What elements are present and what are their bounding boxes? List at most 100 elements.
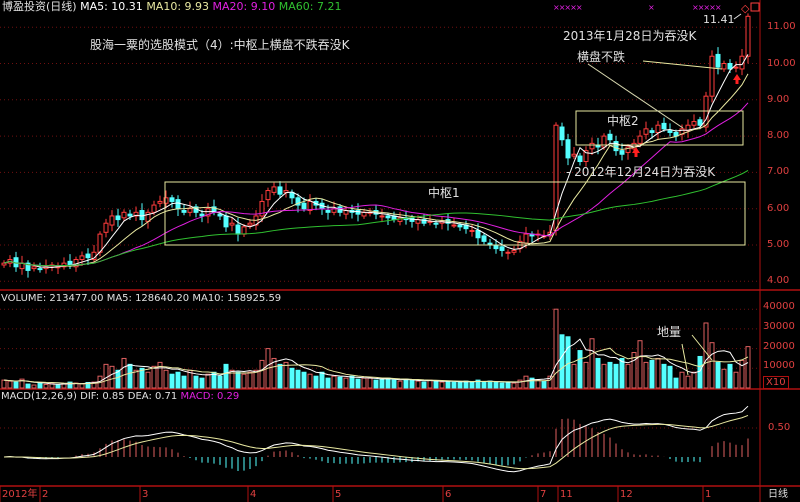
date-tick-label: 2012年 bbox=[2, 489, 38, 500]
volume-bars bbox=[1, 308, 751, 389]
candle bbox=[19, 255, 25, 275]
candle bbox=[229, 217, 235, 232]
volume-bar bbox=[373, 379, 379, 389]
candle bbox=[655, 120, 661, 140]
volume-bar bbox=[637, 340, 643, 389]
volume-bar bbox=[535, 379, 541, 389]
candle bbox=[385, 213, 391, 226]
volume-bar bbox=[247, 371, 253, 389]
volume-bar bbox=[283, 361, 289, 389]
candle bbox=[505, 249, 511, 260]
candle-body bbox=[37, 268, 43, 271]
volume-tick-label: 30000 bbox=[763, 320, 795, 332]
candle bbox=[715, 47, 721, 75]
candle-body bbox=[457, 224, 463, 228]
price-tick-label: 5.00 bbox=[767, 239, 790, 250]
volume-bar bbox=[433, 380, 439, 389]
volume-bar bbox=[499, 382, 505, 389]
candle bbox=[541, 230, 547, 239]
volume-bar bbox=[67, 381, 73, 389]
candle-body bbox=[421, 219, 427, 224]
candle-body bbox=[571, 153, 577, 157]
date-tick-label: 2 bbox=[42, 489, 49, 500]
volume-bar bbox=[253, 369, 259, 389]
candle bbox=[565, 133, 571, 166]
volume-bar bbox=[469, 381, 475, 389]
volume-bar bbox=[625, 363, 631, 389]
candle bbox=[589, 137, 595, 155]
candle-body bbox=[475, 229, 481, 239]
candle bbox=[691, 114, 697, 129]
candle-body bbox=[1, 262, 7, 266]
candle bbox=[391, 211, 397, 223]
candle-body bbox=[187, 208, 193, 213]
volume-bar bbox=[235, 371, 241, 389]
zhongshu1-label: 中枢1 bbox=[428, 186, 460, 200]
candle-body bbox=[139, 210, 145, 221]
candle-body bbox=[637, 135, 643, 144]
sideways-label: 横盘不跌 bbox=[577, 50, 626, 64]
price-tick-label: 9.00 bbox=[767, 93, 790, 105]
period-label[interactable]: 日线 bbox=[768, 489, 788, 500]
candle bbox=[265, 187, 271, 207]
volume-bar bbox=[745, 346, 751, 389]
candle-body bbox=[511, 249, 517, 253]
ma5-value: MA5: 10.31 bbox=[80, 0, 143, 13]
candle bbox=[301, 197, 307, 212]
volume-bar bbox=[649, 359, 655, 389]
volume-bar bbox=[559, 334, 565, 389]
candle-body bbox=[175, 199, 181, 210]
volume-bar bbox=[643, 361, 649, 389]
candle-body bbox=[577, 155, 583, 163]
candle bbox=[481, 233, 487, 245]
candle-body bbox=[307, 200, 313, 212]
candle-body bbox=[691, 121, 697, 126]
volume-bar bbox=[427, 379, 433, 389]
candle bbox=[259, 194, 265, 223]
candle bbox=[1, 260, 7, 268]
volume-bar bbox=[325, 377, 331, 389]
volume-bar bbox=[349, 375, 355, 389]
macd-dea: DEA: 0.71 bbox=[127, 391, 178, 402]
volume-bar bbox=[331, 375, 337, 389]
window-toggle-icon[interactable] bbox=[750, 2, 760, 12]
candle bbox=[379, 208, 385, 223]
ma10-value: MA10: 9.93 bbox=[146, 0, 210, 13]
candle bbox=[283, 183, 289, 198]
volume-bar bbox=[319, 371, 325, 389]
candle bbox=[205, 202, 211, 224]
candle-body bbox=[229, 222, 235, 226]
volume-bar bbox=[85, 381, 91, 389]
candle bbox=[157, 195, 163, 208]
candle-body bbox=[745, 15, 751, 57]
dif-line bbox=[3, 405, 749, 473]
candle-body bbox=[625, 146, 631, 153]
date-tick-label: 7 bbox=[540, 489, 547, 500]
diamond-icon[interactable]: ◇ bbox=[741, 2, 750, 15]
candle-body bbox=[523, 233, 529, 244]
price-tick-label: 8.00 bbox=[767, 130, 790, 142]
sideways-level-line bbox=[642, 60, 723, 70]
candle-body bbox=[433, 222, 439, 225]
volume-bar bbox=[541, 380, 547, 389]
date-tick-label: 12 bbox=[620, 489, 633, 500]
candle-body bbox=[199, 213, 205, 217]
candle bbox=[583, 146, 589, 167]
zhongshu1-box bbox=[164, 181, 746, 246]
engulf-annotation-2: 2013年1月28日为吞没K bbox=[563, 29, 697, 43]
candle bbox=[619, 143, 625, 161]
candle-body bbox=[697, 119, 703, 126]
candle bbox=[37, 262, 43, 273]
volume-bar bbox=[175, 371, 181, 389]
candle-body bbox=[379, 215, 385, 218]
volume-bar bbox=[397, 380, 403, 389]
volume-bar bbox=[145, 371, 151, 389]
volume-bar bbox=[667, 365, 673, 389]
candle bbox=[643, 121, 649, 140]
volume-bar bbox=[37, 382, 43, 389]
candle-body bbox=[715, 53, 721, 68]
macd-name: MACD(12,26,9) bbox=[1, 391, 77, 402]
volume-bar bbox=[55, 384, 61, 389]
